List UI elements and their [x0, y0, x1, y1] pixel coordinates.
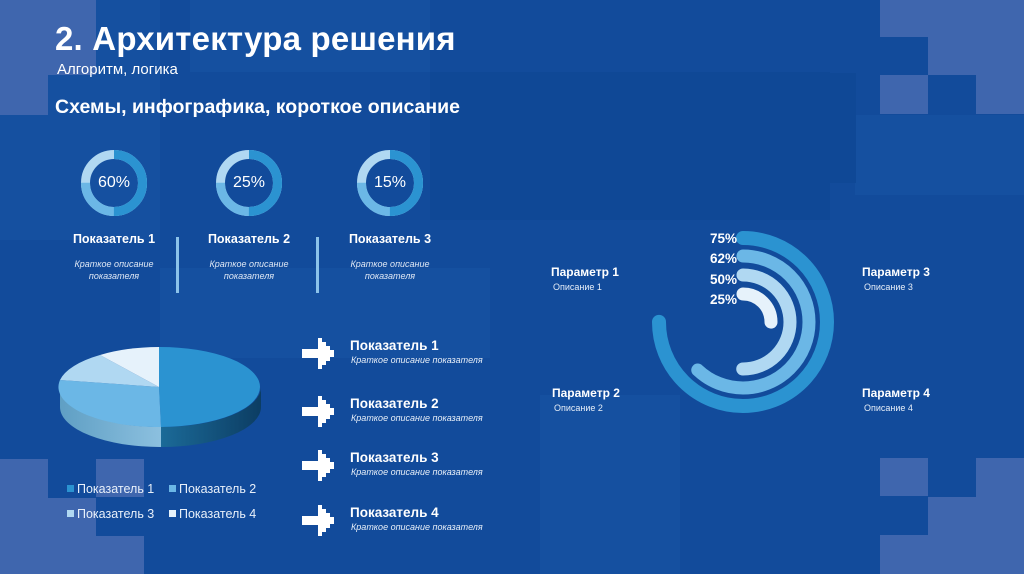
kpi-value: 60% [97, 174, 131, 191]
kpi-value: 15% [373, 174, 407, 191]
arrow-list-label: Показатель 2 [350, 396, 439, 411]
divider [316, 237, 319, 293]
param-item: Параметр 1 Описание 1 [551, 265, 619, 292]
bg-block [880, 535, 928, 574]
param-item: Параметр 3 Описание 3 [862, 265, 930, 292]
bg-block [96, 536, 144, 574]
arrow-list-desc: Краткое описание показателя [351, 522, 483, 532]
kpi-name: Показатель 2 [207, 232, 291, 246]
legend-swatch [67, 485, 74, 492]
arrow-right-icon [302, 338, 334, 369]
radial-label: 25% [709, 292, 737, 307]
arrow-list-label: Показатель 1 [350, 338, 439, 353]
param-name: Параметр 4 [862, 386, 930, 400]
page-subtitle: Алгоритм, логика [57, 61, 178, 78]
param-name: Параметр 3 [862, 265, 930, 279]
bg-block [430, 72, 830, 220]
arrow-right-icon [302, 450, 334, 481]
bg-block [976, 0, 1024, 114]
bg-block [780, 73, 856, 183]
bg-block [540, 395, 680, 574]
bg-block [190, 0, 430, 72]
arrow-list-desc: Краткое описание показателя [351, 467, 483, 477]
donut-chart: 15% [357, 150, 423, 216]
donut-chart: 25% [216, 150, 282, 216]
kpi-card: 25% Показатель 2 Краткое описание показат… [179, 150, 319, 282]
radial-bar-chart [652, 231, 834, 413]
param-name: Параметр 2 [552, 386, 620, 400]
bg-block [880, 0, 928, 37]
kpi-name: Показатель 1 [72, 232, 156, 246]
pie-chart [58, 346, 261, 448]
radial-label: 50% [709, 272, 737, 287]
param-item: Параметр 2 Описание 2 [552, 386, 620, 413]
legend-item: Показатель 1 [67, 482, 154, 496]
kpi-card: 15% Показатель 3 Краткое описание показат… [320, 150, 460, 282]
arrow-list-label: Показатель 3 [350, 450, 439, 465]
kpi-desc: Краткое описание показателя [209, 259, 289, 281]
legend-item: Показатель 2 [169, 482, 256, 496]
kpi-desc: Краткое описание показателя [350, 259, 430, 281]
radial-label: 75% [709, 231, 737, 246]
param-desc: Описание 2 [554, 403, 603, 413]
param-desc: Описание 4 [864, 403, 913, 413]
param-desc: Описание 3 [864, 282, 913, 292]
page-title: 2. Архитектура решения [55, 20, 456, 57]
bg-block [928, 0, 976, 75]
section-heading: Схемы, инфографика, короткое описание [55, 96, 460, 118]
legend-swatch [67, 510, 74, 517]
kpi-value: 25% [232, 174, 266, 191]
bg-block [976, 458, 1024, 574]
param-item: Параметр 4 Описание 4 [862, 386, 930, 413]
arrow-right-icon [302, 505, 334, 536]
bg-block [48, 0, 96, 75]
bg-block [880, 75, 928, 114]
arrow-list-desc: Краткое описание показателя [351, 355, 483, 365]
donut-chart: 60% [81, 150, 147, 216]
bg-block [96, 459, 144, 497]
divider [176, 237, 179, 293]
kpi-desc: Краткое описание показателя [74, 259, 154, 281]
arrow-right-icon [302, 396, 334, 427]
arrow-list-label: Показатель 4 [350, 505, 439, 520]
bg-block [880, 458, 928, 496]
param-desc: Описание 1 [553, 282, 602, 292]
bg-block [855, 115, 1024, 195]
bg-block [0, 459, 48, 574]
kpi-name: Показатель 3 [348, 232, 432, 246]
legend-swatch [169, 485, 176, 492]
arrow-list-desc: Краткое описание показателя [351, 413, 483, 423]
kpi-card: 60% Показатель 1 Краткое описание показат… [44, 150, 184, 282]
param-name: Параметр 1 [551, 265, 619, 279]
legend-item: Показатель 3 [67, 507, 154, 521]
bg-block [0, 0, 48, 115]
legend-swatch [169, 510, 176, 517]
legend-item: Показатель 4 [169, 507, 256, 521]
radial-label: 62% [709, 251, 737, 266]
bg-block [928, 497, 976, 574]
